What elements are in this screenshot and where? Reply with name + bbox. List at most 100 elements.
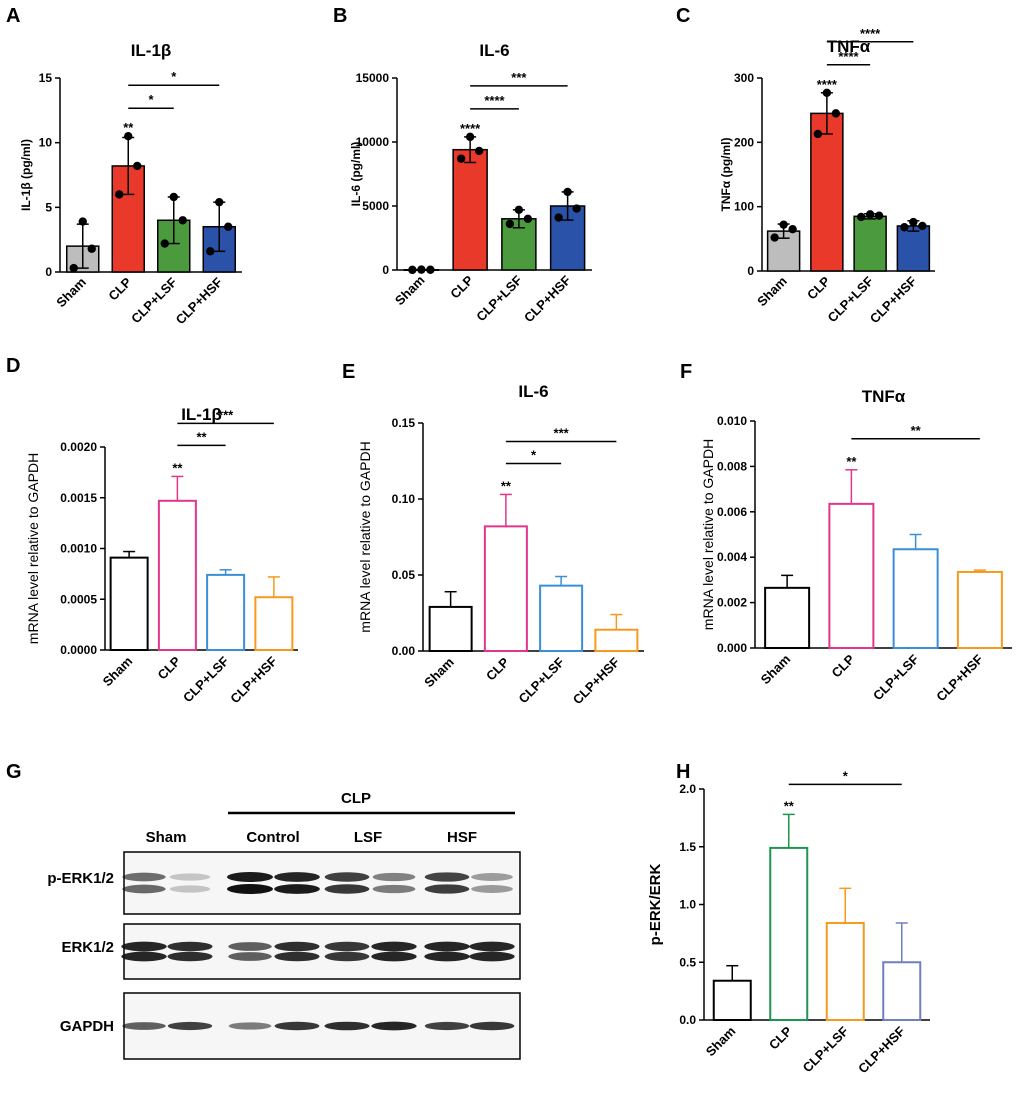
y-tick-label: 0.0015 <box>60 491 97 505</box>
blot-band <box>274 1021 320 1031</box>
blot-band <box>122 1022 166 1030</box>
category-label: Sham <box>53 275 89 311</box>
data-point <box>160 239 169 248</box>
bar-clp-hsf <box>254 596 294 651</box>
bar-clp-lsf <box>206 573 246 652</box>
category-label: Sham <box>758 652 794 688</box>
significance-mark: **** <box>484 93 505 108</box>
category-label: Sham <box>100 654 136 690</box>
blot-band <box>274 872 320 882</box>
data-point <box>918 221 927 231</box>
y-tick-label: 0.006 <box>717 505 747 519</box>
blot-band <box>424 951 470 962</box>
significance-mark: ** <box>172 460 183 475</box>
y-tick-label: 0.0 <box>679 1013 696 1027</box>
chart-panel-h: p-ERK/ERK 0.0 0.5 1.0 1.5 2.0 Sham CLP CLP+LSF CL… <box>647 768 930 1076</box>
blot-band <box>227 884 273 894</box>
significance-mark: *** <box>554 425 570 440</box>
panel-label-a: A <box>6 5 20 27</box>
y-tick-label: 10 <box>39 136 53 150</box>
chart-title: TNFα <box>862 387 906 406</box>
significance-mark: ** <box>123 120 134 135</box>
blot-band <box>469 1021 515 1031</box>
data-point <box>115 190 124 199</box>
y-axis-label: mRNA level relative to GAPDH <box>25 453 41 644</box>
data-point <box>124 132 133 141</box>
category-label: Sham <box>703 1024 739 1060</box>
blot-band <box>228 952 272 961</box>
y-tick-label: 0.05 <box>392 568 416 582</box>
significance-mark: ** <box>784 798 795 813</box>
data-point <box>408 265 417 275</box>
bar-clp-lsf <box>892 548 939 650</box>
bar-clp <box>157 499 197 652</box>
data-point <box>813 129 823 139</box>
significance-mark: **** <box>860 26 881 41</box>
data-point <box>224 222 233 231</box>
bar-clp <box>769 846 809 1022</box>
panel-label-h: H <box>676 761 690 783</box>
category-label: CLP+HSF <box>227 653 280 706</box>
y-tick-label: 0.000 <box>717 641 747 655</box>
blot-membrane <box>123 923 521 980</box>
category-label: CLP <box>766 1023 795 1052</box>
blot-band <box>228 942 272 951</box>
blot-band <box>167 941 213 952</box>
bar-sham <box>712 979 752 1021</box>
bar-sham <box>428 605 473 652</box>
category-label: CLP+LSF <box>516 654 568 706</box>
y-tick-label: 15000 <box>356 71 390 85</box>
y-tick-label: 0 <box>45 265 52 279</box>
lane-label-lsf: LSF <box>354 829 382 846</box>
significance-mark: **** <box>838 49 859 64</box>
category-label: CLP <box>483 654 512 683</box>
data-point <box>169 192 178 202</box>
y-axis-label: mRNA level relative to GAPDH <box>357 441 373 632</box>
bar-clp-hsf <box>956 570 1003 650</box>
category-label: CLP+HSF <box>855 1023 908 1076</box>
y-tick-label: 15 <box>39 71 53 85</box>
y-tick-label: 10000 <box>356 135 390 149</box>
y-tick-label: 0 <box>747 264 754 278</box>
y-tick-label: 0.010 <box>717 414 747 428</box>
blot-band <box>424 1021 470 1031</box>
blot-band <box>274 884 320 894</box>
bar-clp <box>452 148 488 271</box>
bar-clp-hsf <box>594 628 639 652</box>
blot-membrane <box>123 851 521 915</box>
data-point <box>909 217 918 227</box>
blot-band <box>471 873 513 881</box>
western-blot-panel: CLP Sham Control LSF HSF p-ERK1/2 ERK1/2… <box>47 790 521 1060</box>
chart-title: IL-1β <box>131 41 172 60</box>
data-point <box>78 217 87 226</box>
y-tick-label: 0.5 <box>679 955 696 969</box>
y-axis-label: TNFα (pg/ml) <box>719 137 733 211</box>
blot-band <box>228 1022 272 1030</box>
y-axis-label: p-ERK/ERK <box>647 864 664 946</box>
panel-label-g: G <box>6 761 22 783</box>
data-point <box>474 146 484 156</box>
category-label: CLP <box>804 273 833 302</box>
blot-band <box>424 872 470 882</box>
lane-label-hsf: HSF <box>447 829 477 846</box>
y-tick-label: 1.0 <box>679 898 696 912</box>
data-point <box>563 187 572 197</box>
blot-band <box>424 884 470 894</box>
data-point <box>770 233 779 242</box>
blot-band <box>274 951 320 962</box>
category-label: Sham <box>421 655 457 691</box>
clp-group-label: CLP <box>341 790 371 807</box>
blot-band <box>469 941 515 952</box>
blot-band <box>324 941 370 952</box>
significance-mark: **** <box>817 77 838 92</box>
blot-band <box>169 885 211 893</box>
protein-label-p-erk: p-ERK1/2 <box>47 870 114 887</box>
y-tick-label: 0.002 <box>717 596 747 610</box>
y-tick-label: 0.0000 <box>60 643 97 657</box>
y-tick-label: 5000 <box>362 199 389 213</box>
bar-clp-hsf <box>882 961 922 1021</box>
significance-mark: ** <box>501 478 512 493</box>
